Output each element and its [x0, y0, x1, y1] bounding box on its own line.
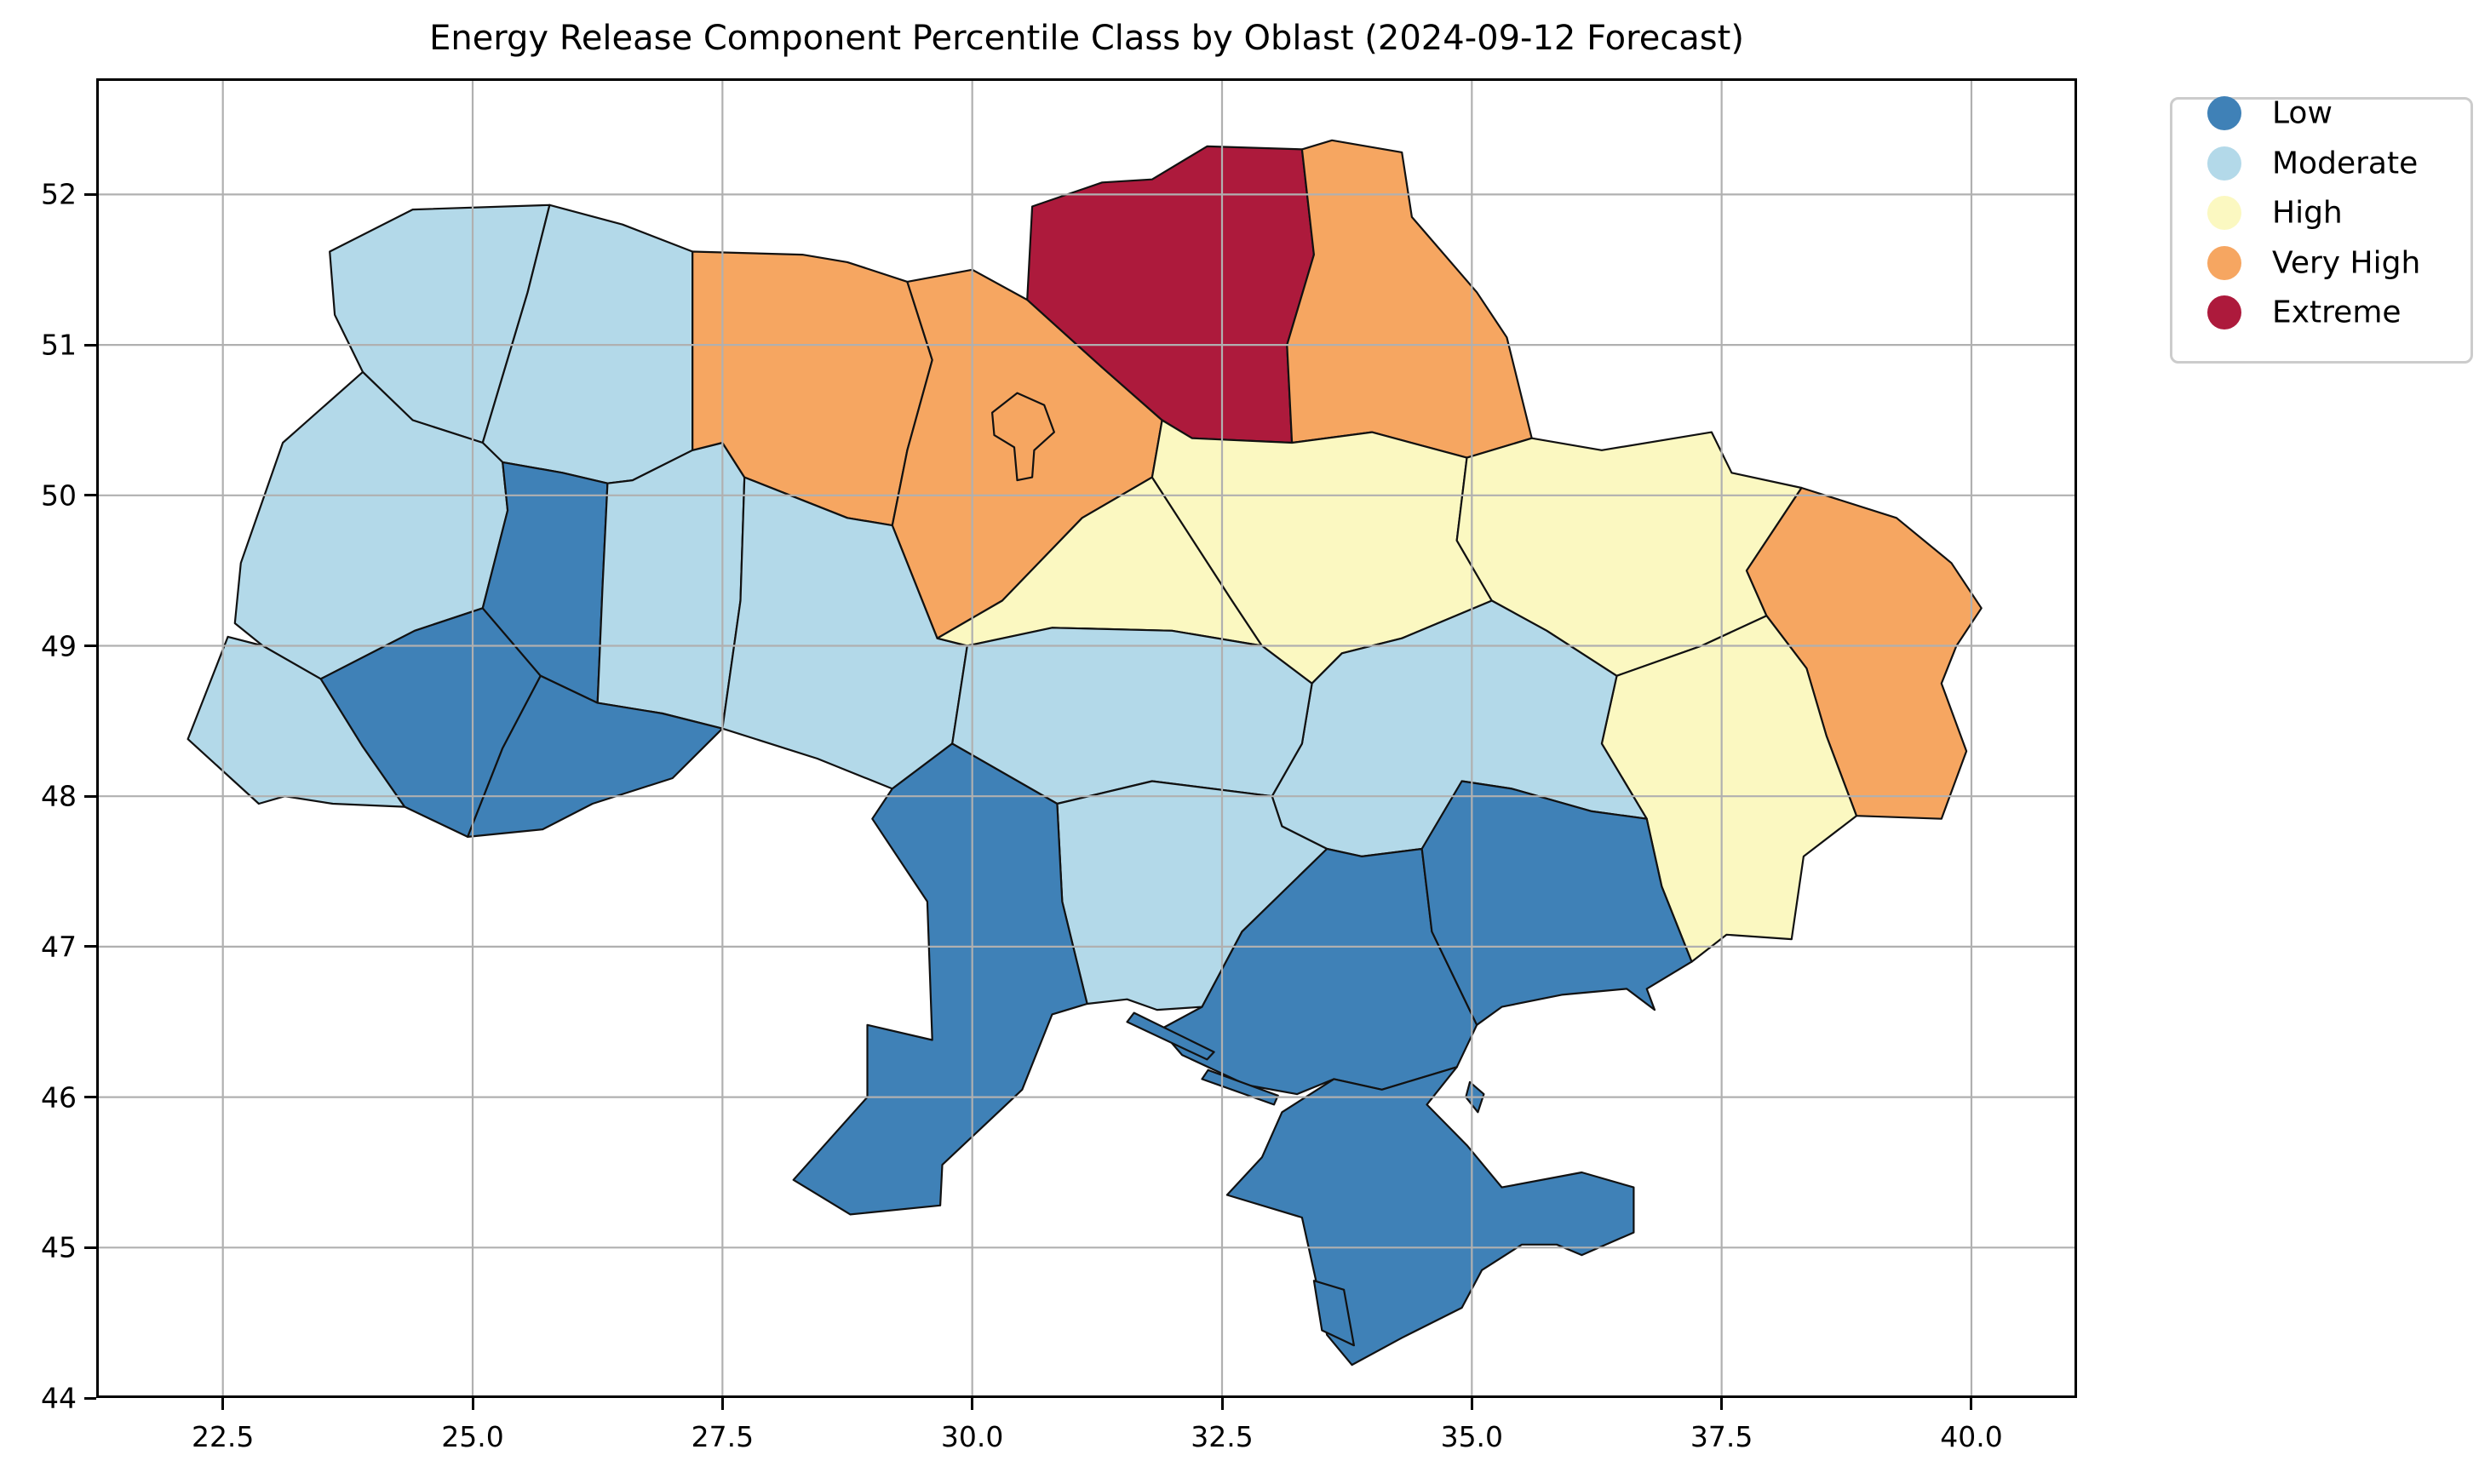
region-tendra-spit — [1201, 1069, 1279, 1106]
legend-label: Moderate — [2272, 146, 2419, 181]
y-tick-mark — [84, 945, 96, 948]
y-tick-label: 50 — [41, 478, 77, 513]
region-kinburn-spit — [1126, 1011, 1215, 1061]
grid-layer — [96, 78, 2077, 1398]
legend-label: Low — [2272, 95, 2333, 131]
regions-layer — [186, 139, 1983, 1367]
x-tick-label: 22.5 — [191, 1420, 255, 1453]
x-tick-mark — [1720, 1398, 1724, 1410]
region-crimea — [1225, 1066, 1635, 1367]
region-zaporizhzhia — [1420, 780, 1693, 1026]
legend-label: High — [2272, 195, 2343, 231]
y-tick-mark — [84, 645, 96, 647]
x-tick-mark — [1220, 1398, 1224, 1410]
legend-swatch-icon — [2207, 196, 2241, 231]
legend-label: Extreme — [2272, 295, 2402, 330]
legend-entry-extreme: Extreme — [2172, 295, 2470, 330]
legend-entry-very-high: Very High — [2172, 245, 2470, 281]
region-sevastopol — [1312, 1280, 1355, 1347]
x-tick-mark — [471, 1398, 474, 1410]
x-tick-mark — [720, 1398, 724, 1410]
y-tick-mark — [84, 1396, 96, 1400]
legend-entry-high: High — [2172, 195, 2470, 231]
y-tick-mark — [84, 1096, 96, 1099]
x-tick-mark — [1970, 1398, 1973, 1410]
y-tick-label: 48 — [41, 779, 77, 813]
legend-box: Low Moderate High Very High Extreme — [2170, 95, 2473, 364]
legend-label: Very High — [2272, 245, 2421, 281]
y-tick-mark — [84, 1246, 96, 1249]
y-tick-mark — [84, 794, 96, 798]
region-kyiv-city — [991, 392, 1055, 482]
legend-swatch-icon — [2207, 146, 2241, 180]
x-tick-label: 40.0 — [1940, 1420, 2003, 1453]
y-tick-label: 47 — [41, 930, 77, 964]
y-tick-label: 49 — [41, 629, 77, 662]
y-tick-label: 44 — [41, 1381, 77, 1415]
y-tick-label: 45 — [41, 1230, 77, 1264]
x-tick-mark — [1470, 1398, 1473, 1410]
region-odesa — [792, 742, 1088, 1216]
map-plot — [96, 78, 2077, 1398]
legend-swatch-icon — [2207, 295, 2241, 330]
legend-entry-moderate: Moderate — [2172, 146, 2470, 180]
axes-frame — [96, 78, 2077, 1398]
y-tick-label: 52 — [41, 177, 77, 211]
x-tick-label: 35.0 — [1440, 1420, 1504, 1453]
y-tick-mark — [84, 192, 96, 196]
y-tick-mark — [84, 494, 96, 497]
x-tick-label: 25.0 — [441, 1420, 504, 1453]
x-tick-mark — [221, 1398, 225, 1410]
y-tick-mark — [84, 343, 96, 347]
x-tick-label: 27.5 — [691, 1420, 755, 1453]
chart-title: Energy Release Component Percentile Clas… — [429, 19, 1744, 58]
x-tick-mark — [971, 1398, 974, 1410]
x-tick-label: 37.5 — [1690, 1420, 1753, 1453]
y-tick-label: 46 — [41, 1080, 77, 1114]
region-sumy — [1286, 139, 1533, 459]
legend-swatch-icon — [2207, 245, 2241, 280]
x-tick-label: 30.0 — [940, 1420, 1004, 1453]
legend-entry-low: Low — [2172, 95, 2470, 131]
x-tick-label: 32.5 — [1191, 1420, 1254, 1453]
legend-swatch-icon — [2207, 96, 2241, 130]
y-tick-label: 51 — [41, 328, 77, 362]
